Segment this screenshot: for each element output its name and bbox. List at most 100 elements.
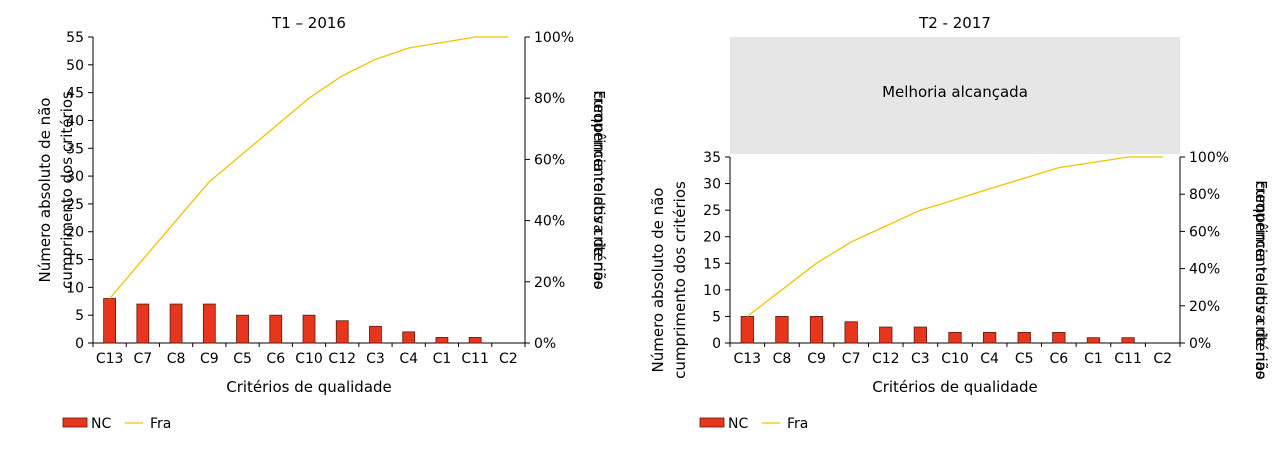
bar-C1 [435,337,449,344]
y-tick-label-right: 40% [1189,262,1220,278]
y-tick-label-left: 15 [66,253,84,269]
y-tick-label-left: 20 [66,225,84,241]
y-tick-label-left: 0 [75,336,84,352]
x-axis-label: Critérios de qualidade [872,378,1038,396]
bar-C8 [169,303,183,344]
y-axis-label-right-line2: cumprimento dos critérios [590,91,608,289]
x-tick-label: C10 [295,351,323,367]
y-tick-label-right: 60% [534,152,565,168]
y-tick-label-left: 15 [703,256,721,272]
y-tick-label-right: 100% [534,30,574,46]
chart-1: T1 – 2016 0 5 10 15 20 25 30 35 40 45 50 55 0% 20% 40% 6… [36,14,608,432]
bar-C6 [269,314,283,344]
y-tick-label-left: 35 [703,150,721,166]
x-tick-label: C6 [1050,351,1069,367]
legend-label-NC: NC [728,416,748,432]
bar-C8 [775,316,789,344]
x-tick-label: C5 [1015,351,1034,367]
bar-C9 [202,303,216,344]
x-tick-label: C1 [1084,351,1103,367]
bar-C13 [103,298,116,344]
bar-C4 [402,331,416,344]
x-tick-label: C8 [773,351,792,367]
y-tick-label-right: 40% [534,214,565,230]
x-tick-label: C12 [328,351,356,367]
x-tick-label: C7 [842,351,861,367]
x-tick-label: C12 [872,351,900,367]
bar-C12 [335,320,349,344]
bar-C10 [302,314,316,344]
y-tick-label-left: 55 [66,30,84,46]
y-tick-label-left: 30 [66,169,84,185]
y-tick-label-right: 80% [1189,187,1220,203]
x-axis-label: Critérios de qualidade [226,378,392,396]
y-axis-label-left-line2: cumprimento dos critérios [58,91,76,289]
x-tick-label: C10 [941,351,969,367]
bar-C7 [136,303,150,344]
bar-C6 [1052,331,1066,344]
y-tick-label-left: 25 [66,197,84,213]
chart-title: T2 - 2017 [918,14,991,32]
y-tick-label-right: 0% [534,336,556,352]
x-tick-label: C13 [734,351,762,367]
x-tick-label: C5 [233,351,252,367]
x-tick-label: C2 [499,351,518,367]
chart-2: Melhoria alcançada T2 - 2017 0 5 10 15 20 25 30 3… [649,14,1270,432]
x-tick-label: C11 [1114,351,1142,367]
y-tick-label-right: 0% [1189,336,1211,352]
y-tick-label-left: 10 [703,283,721,299]
y-tick-label-left: 30 [703,177,721,193]
x-tick-label: C4 [399,351,418,367]
y-tick-label-left: 25 [703,203,721,219]
x-tick-label: C11 [461,351,489,367]
annotation-text: Melhoria alcançada [882,83,1028,101]
y-tick-label-left: 5 [75,308,84,324]
y-tick-label-left: 50 [66,58,84,74]
bar-C11 [468,337,482,344]
x-tick-label: C4 [980,351,999,367]
x-tick-label: C7 [134,351,153,367]
y-axis-label-right-line1: Frequência relativa de não [590,90,608,289]
legend-label-Fra: Fra [150,416,171,432]
y-tick-label-left: 10 [66,280,84,296]
line-Fra [746,156,1163,317]
bar-C10 [948,331,962,344]
bar-C9 [809,316,824,344]
bar-C12 [879,326,893,344]
line-Fra [109,36,509,300]
legend-label-Fra: Fra [787,416,808,432]
x-tick-label: C2 [1153,351,1172,367]
bar-C5 [236,314,249,344]
y-axis-label-right-line2: cumprimento dos critérios [1252,181,1270,379]
x-tick-label: C3 [366,351,385,367]
y-tick-label-left: 45 [66,86,84,102]
y-tick-label-left: 20 [703,230,721,246]
y-tick-label-right: 80% [534,91,565,107]
x-tick-label: C9 [200,351,219,367]
x-tick-label: C3 [911,351,930,367]
legend-swatch-NC [699,417,725,428]
y-tick-label-left: 35 [66,141,84,157]
legend-swatch-NC [62,417,88,428]
bar-C1 [1086,337,1101,344]
y-axis-label-left-line1: Número absoluto de não [649,188,667,373]
chart-title: T1 – 2016 [271,14,346,32]
y-tick-label-right: 20% [1189,299,1220,315]
y-axis-label-right-line1: Frequência relativa de não [1252,180,1270,379]
y-tick-label-left: 40 [66,113,84,129]
bar-C3 [913,326,928,344]
bar-C13 [740,316,754,344]
x-tick-label: C8 [167,351,186,367]
bar-C11 [1121,337,1135,344]
y-tick-label-right: 60% [1189,224,1220,240]
x-tick-label: C1 [433,351,452,367]
annotation-box [730,37,1180,154]
bar-C7 [844,321,858,344]
x-tick-label: C13 [96,351,124,367]
y-tick-label-right: 100% [1189,150,1229,166]
y-tick-label-left: 0 [712,336,721,352]
x-tick-label: C9 [807,351,826,367]
y-tick-label-right: 20% [534,275,565,291]
legend-label-NC: NC [91,416,111,432]
y-axis-label-left-line1: Número absoluto de não [36,98,54,283]
